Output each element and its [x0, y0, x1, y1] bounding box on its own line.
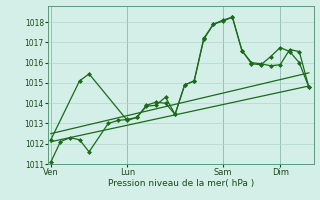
X-axis label: Pression niveau de la mer( hPa ): Pression niveau de la mer( hPa )	[108, 179, 254, 188]
